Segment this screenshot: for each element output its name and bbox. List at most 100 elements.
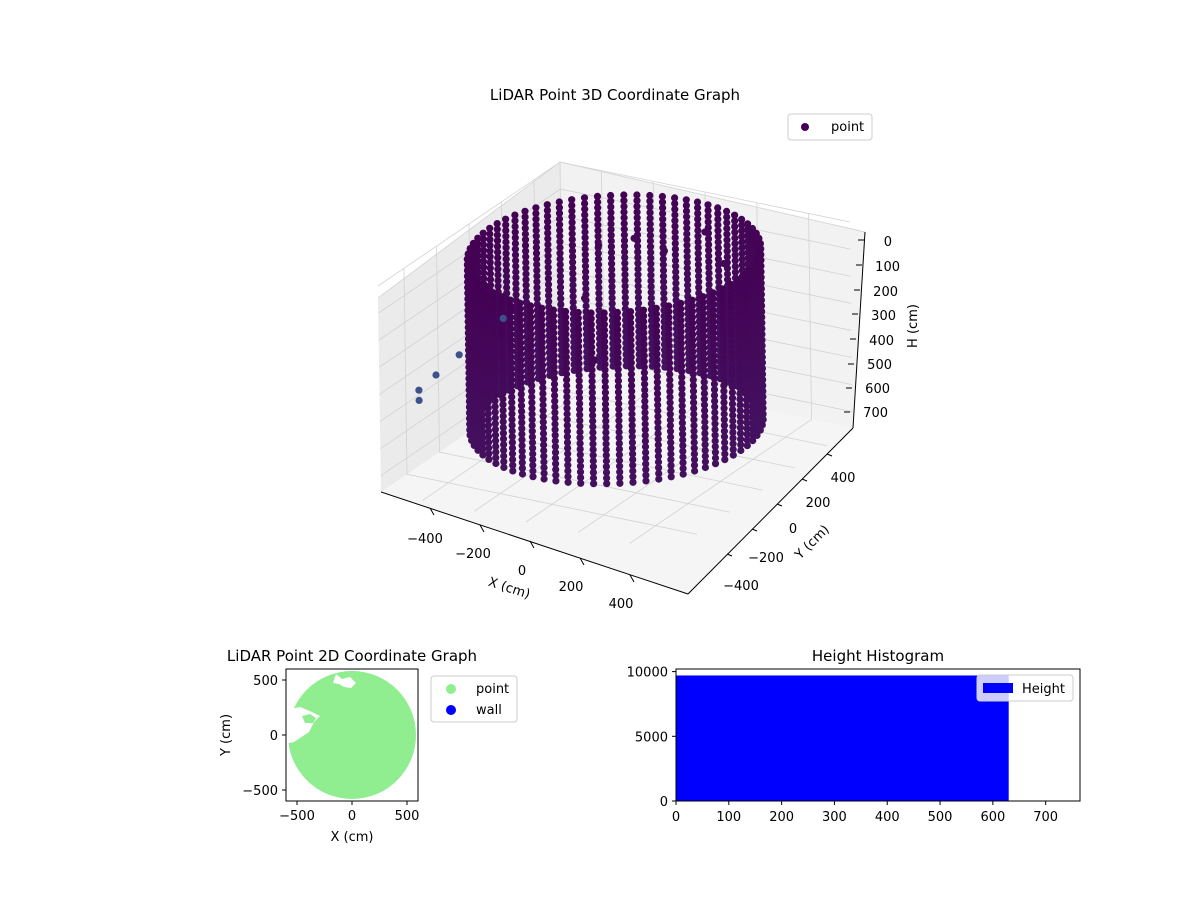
scatter-point <box>607 203 615 211</box>
scatter-point <box>521 213 529 221</box>
scatter-point <box>690 421 698 430</box>
scatter-point <box>582 268 590 276</box>
scatter-point <box>486 230 494 238</box>
scatter-point <box>590 480 598 488</box>
scatter-point <box>498 361 506 369</box>
scatter-point <box>621 299 630 307</box>
scatter-point <box>679 453 687 461</box>
scatter-point <box>741 311 750 319</box>
scatter-point <box>748 408 756 416</box>
scatter-point <box>628 382 636 390</box>
scatter-point <box>665 302 673 310</box>
scatter-point <box>735 304 743 312</box>
scatter-point <box>522 287 530 295</box>
scatter-point <box>714 204 722 212</box>
scatter-point <box>527 330 535 338</box>
scatter-point <box>479 445 487 453</box>
scatter-point <box>518 464 527 472</box>
scatter-point <box>544 223 552 231</box>
scatter-point <box>551 426 559 434</box>
scatter-point <box>569 281 577 289</box>
scatter-point <box>574 314 582 322</box>
scatter-point <box>620 219 628 228</box>
scatter-point <box>705 280 713 289</box>
scatter-point <box>516 316 524 324</box>
scatter-point <box>641 437 650 445</box>
scatter-point <box>483 313 491 321</box>
scatter-point <box>746 271 754 280</box>
scatter-point <box>727 286 735 294</box>
scatter-point <box>538 361 547 369</box>
scatter-point <box>601 383 609 391</box>
scatter-point <box>601 389 610 397</box>
scatter-point <box>543 212 552 220</box>
scatter-point <box>727 309 735 317</box>
scatter-point <box>719 359 728 367</box>
scatter-point <box>672 262 680 270</box>
scatter-point <box>672 268 680 276</box>
scatter-point <box>562 307 570 316</box>
scatter-point <box>731 262 739 271</box>
scatter-point <box>486 241 494 249</box>
scatter-point <box>556 226 564 234</box>
scatter-point <box>582 291 590 299</box>
scatter-point <box>749 431 757 439</box>
scatter-point <box>652 316 661 324</box>
scatter-point <box>729 428 737 436</box>
scatter-point <box>704 218 712 226</box>
scatter-point <box>621 282 629 290</box>
scatter-point <box>683 258 691 266</box>
scatter-point <box>689 364 697 373</box>
scatter-point <box>627 376 636 384</box>
scatter-point <box>477 348 485 357</box>
scatter-point <box>640 335 648 343</box>
scatter-point <box>646 191 654 200</box>
scatter-point <box>602 406 610 414</box>
scatter-point <box>569 304 577 312</box>
scatter-point <box>677 328 685 336</box>
scatter-point <box>601 400 610 408</box>
scatter-point <box>719 325 727 333</box>
scatter-point <box>550 329 558 337</box>
scatter-point <box>490 300 498 308</box>
scatter-point <box>711 420 719 428</box>
scatter-point <box>503 278 511 286</box>
scatter-point <box>711 431 719 439</box>
scatter-point <box>533 255 541 263</box>
scatter-point <box>653 378 662 386</box>
scatter-point <box>729 406 737 414</box>
scatter-point <box>647 265 655 274</box>
scatter-point <box>709 306 717 314</box>
scatter-point <box>720 370 728 378</box>
scatter-point <box>491 397 499 405</box>
scatter-point <box>529 467 537 475</box>
scatter-point <box>483 341 491 350</box>
scatter-point <box>666 393 674 401</box>
scatter-point <box>729 440 737 448</box>
scatter-point <box>532 238 541 246</box>
scatter-point <box>742 379 751 387</box>
scatter-point <box>679 459 687 467</box>
scatter-point <box>499 429 507 437</box>
scatter-point <box>594 232 602 240</box>
scatter-point <box>640 346 648 354</box>
scatter-point <box>678 385 686 393</box>
scatter-point <box>660 289 668 297</box>
scatter-point <box>718 290 727 299</box>
scatter-point <box>528 393 536 401</box>
scatter-point <box>556 261 564 269</box>
scatter-point <box>629 450 637 458</box>
scatter-point <box>564 473 572 481</box>
scatter-point <box>741 316 750 324</box>
scatter-point <box>508 438 516 446</box>
scatter-point <box>628 393 636 401</box>
scatter-point <box>507 336 515 344</box>
scatter-point <box>588 377 596 385</box>
scatter-point <box>575 354 583 362</box>
scatter-point <box>700 367 708 375</box>
scatter-point <box>647 294 655 302</box>
scatter-point <box>659 238 667 246</box>
scatter-point <box>614 371 622 379</box>
scatter-point <box>498 367 507 375</box>
scatter-point <box>720 427 729 435</box>
